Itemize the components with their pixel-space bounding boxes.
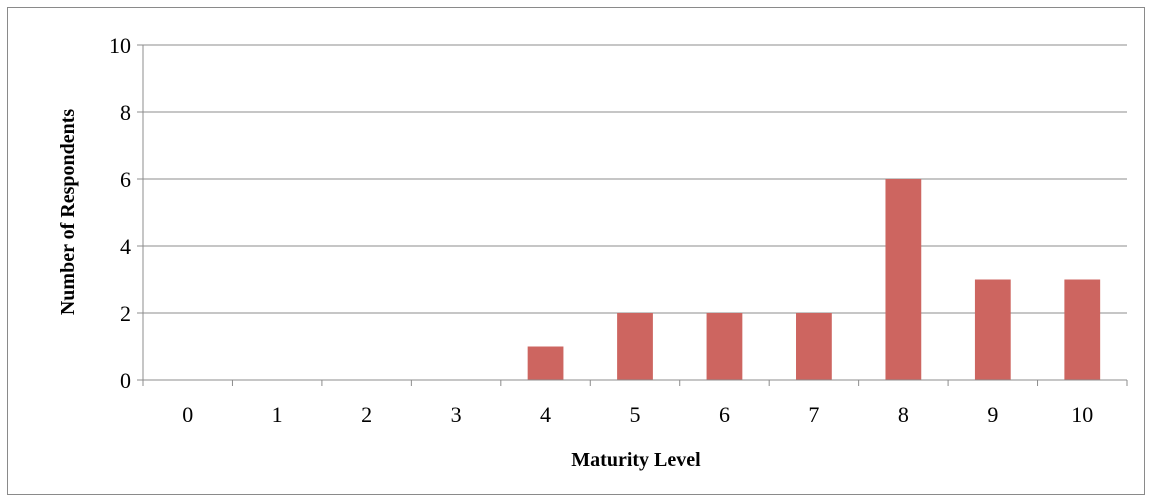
bar-7 [796, 313, 832, 380]
x-tick-label-9: 9 [987, 402, 998, 427]
x-axis-title: Maturity Level [571, 449, 701, 471]
y-tick-label-4: 4 [120, 234, 131, 259]
y-tick-label-8: 8 [120, 100, 131, 125]
bar-8 [885, 179, 922, 380]
gridlines [143, 44, 1127, 314]
x-tick-labels: 0 1 2 3 4 5 6 7 8 9 10 [182, 402, 1093, 427]
x-tick-label-1: 1 [272, 402, 283, 427]
x-tick-label-5: 5 [630, 402, 641, 427]
y-axis-title: Number of Respondents [57, 109, 79, 316]
y-tick-labels: 0 2 4 6 8 10 [109, 33, 131, 393]
axes [137, 44, 1128, 386]
x-tick-label-3: 3 [451, 402, 462, 427]
bar-4 [527, 346, 564, 380]
x-tick-label-0: 0 [182, 402, 193, 427]
x-tick-label-2: 2 [361, 402, 372, 427]
x-tick-label-8: 8 [898, 402, 909, 427]
x-tick-label-6: 6 [719, 402, 730, 427]
bar-10 [1064, 279, 1101, 380]
x-tick-label-7: 7 [808, 402, 819, 427]
y-tick-label-10: 10 [109, 33, 131, 58]
y-tick-label-6: 6 [120, 167, 131, 192]
chart-frame [7, 7, 1145, 495]
bar-5 [617, 313, 653, 380]
bar-9 [974, 279, 1011, 380]
bars [527, 179, 1101, 380]
y-tick-label-2: 2 [120, 301, 131, 326]
x-tick-label-4: 4 [540, 402, 551, 427]
x-tick-label-10: 10 [1071, 402, 1093, 427]
bar-6 [706, 313, 743, 380]
y-tick-label-0: 0 [120, 368, 131, 393]
